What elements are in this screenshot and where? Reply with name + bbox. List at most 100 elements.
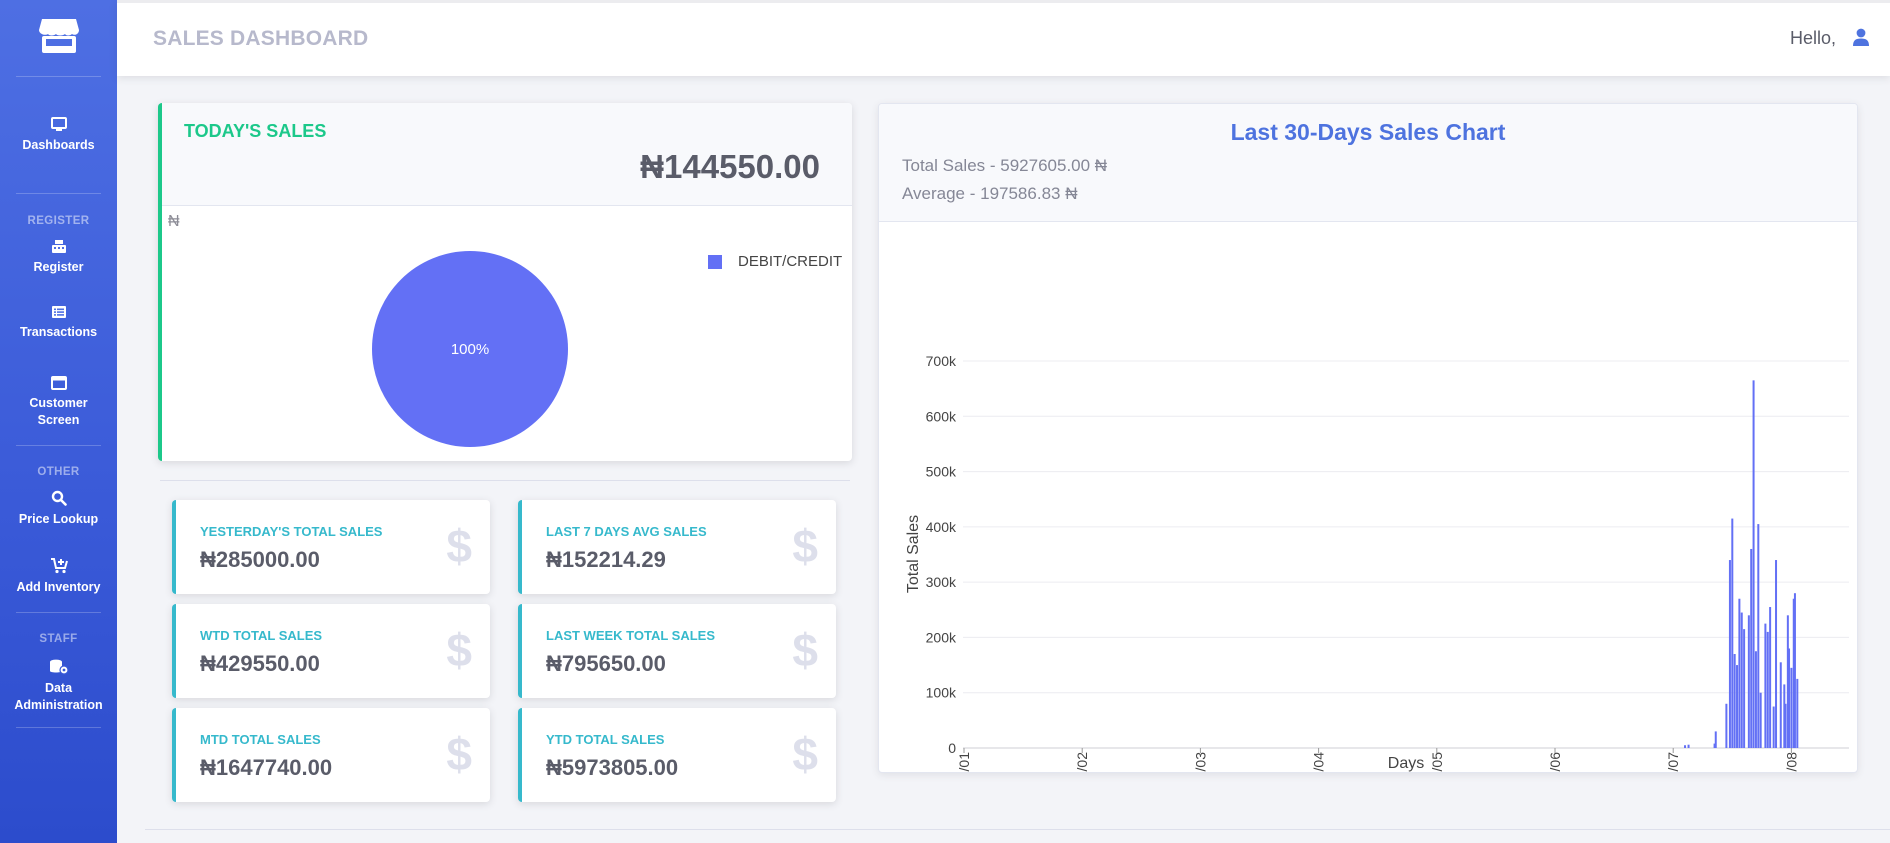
y-tick-label: 600k bbox=[926, 408, 957, 424]
sidebar-heading-staff: STAFF bbox=[39, 633, 78, 645]
chart-bar[interactable] bbox=[1759, 692, 1762, 748]
chart-bar[interactable] bbox=[1766, 631, 1769, 748]
sidebar-item-customer-screen[interactable]: Customer Screen bbox=[0, 359, 117, 445]
chart-bar[interactable] bbox=[1684, 745, 1687, 748]
sidebar-item-data-administration[interactable]: Data Administration bbox=[0, 645, 117, 727]
sidebar-item-transactions[interactable]: Transactions bbox=[0, 287, 117, 359]
chart-bar[interactable] bbox=[1736, 665, 1739, 748]
brand-logo[interactable] bbox=[0, 0, 117, 72]
pie-slice-label: 100% bbox=[451, 341, 489, 358]
sidebar-item-label: Dashboards bbox=[22, 137, 95, 152]
search-icon bbox=[51, 490, 67, 506]
dollar-icon: $ bbox=[792, 520, 818, 572]
chart-bar[interactable] bbox=[1738, 598, 1741, 748]
sidebar-item-add-inventory[interactable]: Add Inventory bbox=[0, 540, 117, 612]
pie-legend[interactable]: DEBIT/CREDIT bbox=[708, 253, 842, 270]
chart-bar[interactable] bbox=[1725, 703, 1728, 748]
chart-bar[interactable] bbox=[1733, 654, 1736, 748]
todays-sales-title: TODAY'S SALES bbox=[184, 121, 327, 141]
sidebar-divider bbox=[16, 193, 101, 194]
sidebar-item-label: Data Administration bbox=[14, 680, 103, 712]
topbar: SALES DASHBOARD Hello, bbox=[117, 0, 1890, 76]
chart-bar[interactable] bbox=[1687, 744, 1690, 748]
sidebar-item-price-lookup[interactable]: Price Lookup bbox=[0, 478, 117, 540]
x-tick-label: Mon,01/01 bbox=[956, 752, 972, 773]
chart-bar[interactable] bbox=[1728, 560, 1731, 748]
chart-bar[interactable] bbox=[1775, 560, 1778, 748]
sales-bar-chart: 0 100k 200k 300k 400k 500k 600k 700k Total Sales… bbox=[905, 353, 1849, 773]
footer-divider bbox=[145, 829, 1890, 830]
sidebar-heading-other: OTHER bbox=[37, 466, 80, 478]
stat-value: ₦1647740.00 bbox=[200, 755, 333, 780]
pie-slice-debit-credit[interactable] bbox=[372, 251, 568, 447]
sidebar-item-label: Add Inventory bbox=[16, 579, 101, 594]
chart-header: Last 30-Days Sales Chart Total Sales - 5… bbox=[879, 104, 1857, 222]
y-tick-label: 0 bbox=[948, 740, 956, 756]
stat-label: LAST WEEK TOTAL SALES bbox=[546, 628, 716, 643]
chart-bar[interactable] bbox=[1792, 598, 1795, 748]
stat-label: MTD TOTAL SALES bbox=[200, 732, 321, 747]
todays-sales-amount: ₦144550.00 bbox=[640, 148, 820, 185]
x-axis-label: Days bbox=[1388, 755, 1424, 772]
chart-bar[interactable] bbox=[1790, 667, 1793, 748]
chart-bar[interactable] bbox=[1713, 743, 1716, 748]
y-tick-label: 400k bbox=[926, 519, 957, 535]
x-tick-label: Wed,01/05 bbox=[1429, 752, 1445, 773]
sidebar-item-dashboards[interactable]: Dashboards bbox=[0, 77, 117, 193]
user-icon[interactable] bbox=[1852, 28, 1870, 47]
y-tick-label: 500k bbox=[926, 464, 957, 480]
dollar-icon: $ bbox=[792, 624, 818, 676]
chart-bar[interactable] bbox=[1784, 703, 1787, 748]
chart-bar[interactable] bbox=[1783, 684, 1786, 748]
legend-swatch bbox=[708, 254, 722, 269]
dollar-icon: $ bbox=[792, 728, 818, 780]
x-tick-label: Sat,01/06 bbox=[1547, 752, 1563, 773]
todays-sales-card: TODAY'S SALES ₦144550.00 ₦ 100% DEBIT/CR… bbox=[158, 103, 852, 461]
sidebar-divider bbox=[16, 727, 101, 728]
chart-bar[interactable] bbox=[1769, 607, 1772, 748]
dollar-icon: $ bbox=[446, 624, 472, 676]
stat-label: YTD TOTAL SALES bbox=[546, 732, 665, 747]
chart-bar[interactable] bbox=[1793, 593, 1796, 748]
sidebar-item-label: Customer Screen bbox=[29, 395, 88, 427]
stat-label: LAST 7 DAYS AVG SALES bbox=[546, 524, 707, 539]
sidebar-heading-register: REGISTER bbox=[27, 215, 90, 227]
chart-bar[interactable] bbox=[1747, 615, 1750, 748]
section-divider bbox=[160, 480, 850, 481]
chart-bar[interactable] bbox=[1754, 651, 1757, 748]
y-tick-label: 700k bbox=[926, 353, 957, 369]
stat-card-wtd: WTD TOTAL SALES ₦429550.00 $ bbox=[172, 604, 490, 698]
x-tick-label: Mon,01/07 bbox=[1665, 752, 1681, 773]
chart-bar[interactable] bbox=[1750, 548, 1753, 748]
chart-bar[interactable] bbox=[1772, 706, 1775, 748]
chart-bar[interactable] bbox=[1788, 648, 1791, 748]
sidebar-item-label: Transactions bbox=[19, 325, 98, 339]
chart-bar[interactable] bbox=[1743, 629, 1746, 748]
chart-bar[interactable] bbox=[1757, 524, 1760, 748]
dollar-icon: $ bbox=[446, 520, 472, 572]
page-title: SALES DASHBOARD bbox=[153, 27, 369, 50]
sidebar-divider bbox=[16, 612, 101, 613]
dollar-icon: $ bbox=[446, 728, 472, 780]
stat-card-mtd: MTD TOTAL SALES ₦1647740.00 $ bbox=[172, 708, 490, 802]
chart-bar[interactable] bbox=[1714, 731, 1717, 748]
chart-bar[interactable] bbox=[1752, 380, 1755, 748]
sidebar-item-register[interactable]: Register bbox=[0, 227, 117, 287]
monitor-icon bbox=[50, 116, 67, 131]
stat-card-last-week: LAST WEEK TOTAL SALES ₦795650.00 $ bbox=[518, 604, 836, 698]
chart-bar[interactable] bbox=[1779, 662, 1782, 748]
chart-bar[interactable] bbox=[1796, 678, 1799, 748]
list-icon bbox=[51, 306, 66, 318]
sales-chart-card: Last 30-Days Sales Chart Total Sales - 5… bbox=[878, 103, 1858, 773]
chart-bar[interactable] bbox=[1786, 615, 1789, 748]
user-greeting[interactable]: Hello, bbox=[1789, 28, 1836, 48]
stat-value: ₦285000.00 bbox=[200, 547, 320, 572]
chart-total-sales: Total Sales - 5927605.00 ₦ bbox=[902, 156, 1108, 175]
chart-average: Average - 197586.83 ₦ bbox=[902, 184, 1078, 203]
chart-bar[interactable] bbox=[1731, 518, 1734, 748]
x-tick-label: Mon,01/04 bbox=[1311, 752, 1327, 773]
chart-bar[interactable] bbox=[1740, 612, 1743, 748]
chart-bar[interactable] bbox=[1764, 623, 1767, 748]
sidebar-divider bbox=[16, 445, 101, 446]
legend-label: DEBIT/CREDIT bbox=[738, 253, 843, 270]
